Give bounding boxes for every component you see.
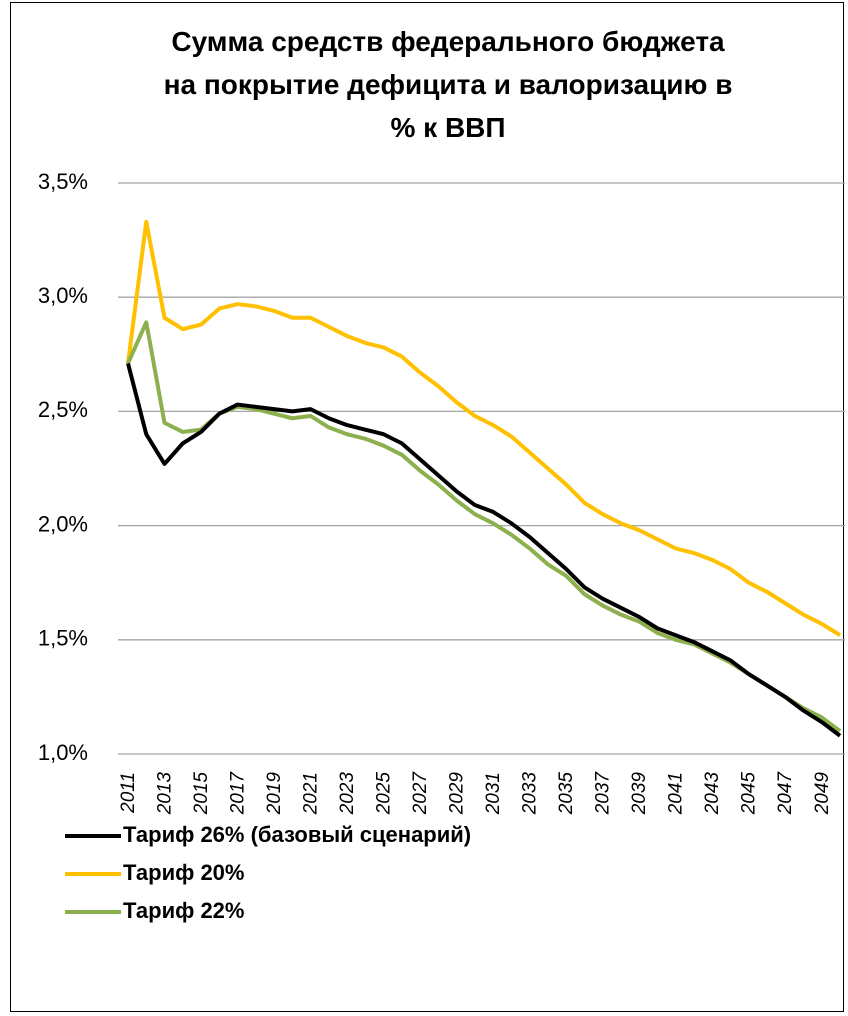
legend-label: Тариф 20% [123, 860, 244, 885]
x-tick-label: 2021 [301, 772, 322, 815]
x-tick-label: 2015 [191, 772, 212, 816]
x-tick-label: 2011 [118, 772, 139, 814]
chart-title: Сумма средств федерального бюджета на по… [163, 26, 733, 143]
x-tick-label: 2023 [337, 772, 358, 816]
series-line [126, 362, 842, 738]
series-line [126, 219, 842, 637]
x-tick-label: 2049 [812, 772, 833, 816]
x-tick-label: 2043 [702, 772, 723, 816]
x-tick-label: 2017 [228, 771, 249, 816]
x-tick-label: 2013 [155, 772, 176, 816]
y-tick-label: 2,0% [38, 511, 88, 536]
y-tick-label: 2,5% [38, 397, 88, 422]
x-tick-label: 2031 [483, 772, 504, 815]
x-tick-label: 2027 [410, 771, 431, 816]
x-tick-label: 2029 [447, 772, 468, 816]
y-tick-label: 1,5% [38, 626, 88, 651]
x-tick-label: 2025 [374, 772, 395, 816]
x-tick-label: 2035 [556, 772, 577, 816]
y-tick-label: 3,5% [38, 169, 88, 194]
chart-border [10, 2, 844, 1012]
x-tick-label: 2019 [264, 772, 285, 816]
y-tick-label: 3,0% [38, 283, 88, 308]
legend-label: Тариф 26% (базовый сценарий) [123, 822, 471, 847]
x-tick-label: 2047 [775, 771, 796, 816]
x-tick-label: 2041 [666, 772, 687, 815]
series-line [126, 320, 842, 733]
x-tick-label: 2039 [629, 772, 650, 816]
legend-label: Тариф 22% [123, 898, 244, 923]
y-tick-label: 1,0% [38, 740, 88, 765]
x-tick-label: 2045 [739, 772, 760, 816]
x-tick-label: 2037 [593, 771, 614, 816]
x-tick-label: 2033 [520, 772, 541, 816]
